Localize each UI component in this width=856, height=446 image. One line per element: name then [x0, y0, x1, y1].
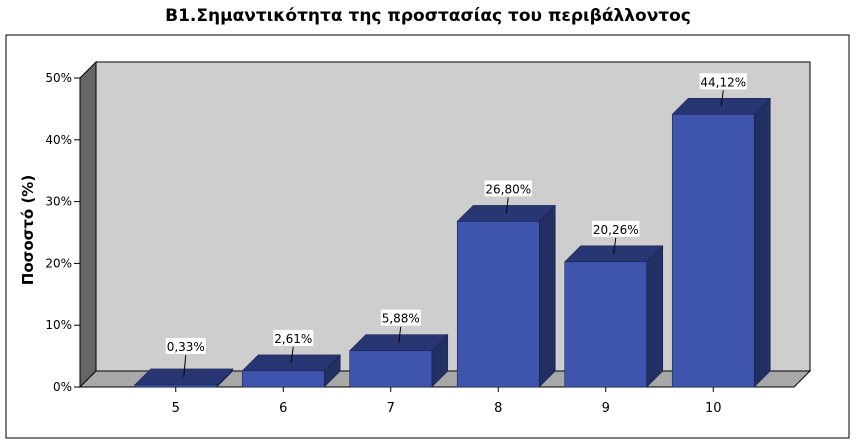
data-label-leader [183, 354, 187, 378]
bar-side [646, 245, 664, 388]
data-label: 44,12% [700, 75, 746, 89]
data-label-leader [505, 197, 509, 214]
x-tick-label: 7 [387, 401, 395, 416]
data-label: 0,33% [167, 340, 205, 354]
y-tick-label: 20% [45, 256, 72, 270]
x-tick-label: 8 [494, 401, 502, 416]
data-label: 5,88% [382, 312, 420, 326]
y-tick-label: 30% [45, 195, 72, 209]
data-label-leader [720, 90, 724, 107]
data-label-box [380, 309, 421, 326]
bar [134, 384, 218, 388]
x-tick-label: 10 [705, 401, 722, 416]
plot-side-wall [79, 60, 97, 389]
y-tick-label: 40% [45, 133, 72, 147]
data-label-box [699, 73, 747, 90]
bar-top [564, 245, 664, 263]
bar [241, 370, 325, 388]
x-tick-label: 5 [172, 401, 180, 416]
data-label-leader [398, 326, 402, 343]
bar [349, 350, 433, 388]
chart-title: B1.Σημαντικότητα της προστασίας του περι… [165, 6, 691, 26]
data-label-leader [613, 237, 617, 254]
y-axis-label: Ποσοστό (%) [19, 175, 37, 285]
data-label-box [273, 329, 314, 346]
bar [564, 261, 648, 388]
data-label-box [484, 180, 532, 197]
bar-side [753, 97, 771, 388]
x-tick-label: 9 [602, 401, 610, 416]
data-label: 20,26% [593, 223, 639, 237]
y-tick-label: 0% [53, 380, 72, 394]
bar [456, 221, 540, 388]
data-label-leader [290, 346, 294, 363]
y-tick-label: 50% [45, 71, 72, 85]
data-label: 26,80% [485, 182, 531, 196]
y-tick-label: 10% [45, 318, 72, 332]
bar [671, 114, 755, 388]
bar-side [538, 204, 556, 388]
x-tick-label: 6 [279, 401, 287, 416]
data-label: 2,61% [274, 332, 312, 346]
data-label-box [165, 337, 206, 354]
data-label-box [592, 220, 640, 237]
